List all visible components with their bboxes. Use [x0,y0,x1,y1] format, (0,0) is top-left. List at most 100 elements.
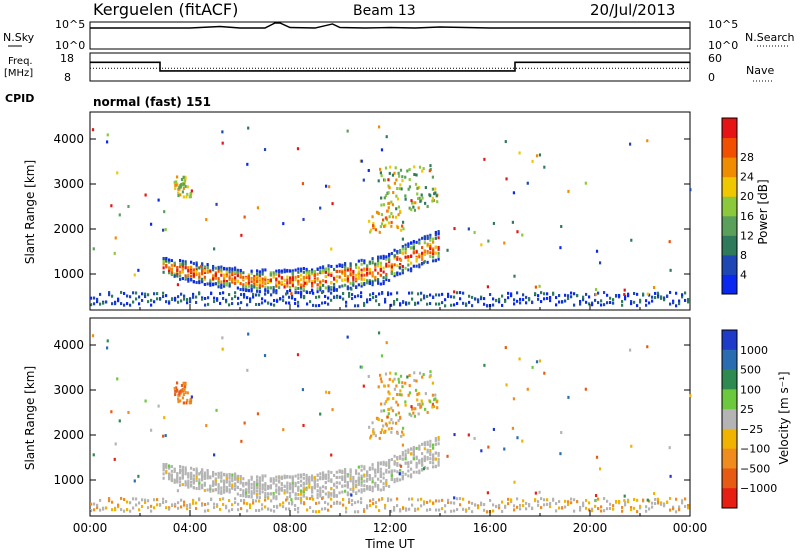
power-cell [302,266,305,270]
velocity-cell [411,503,414,507]
power-cell [393,263,396,267]
velocity-cell [450,501,453,505]
power-cell [162,257,165,261]
power-cell [302,281,305,285]
velocity-cell [407,450,410,454]
velocity-cell [212,470,215,474]
power-cell [393,299,396,303]
power-cell [564,299,567,303]
velocity-cell [397,377,400,381]
velocity-cell [311,478,314,482]
velocity-cell [179,477,182,481]
velocity-cell [410,473,413,477]
velocity-cell [231,508,234,512]
power-cell [411,201,414,205]
velocity-cell [195,479,198,483]
power-cell [209,269,212,273]
power-cell [346,279,349,283]
velocity-cell [180,505,183,509]
power-cell [435,302,438,306]
velocity-cell [213,453,216,457]
velocity-cell [272,494,275,498]
velocity-cell [432,443,435,447]
power-cell [407,187,410,191]
velocity-cell [414,388,418,392]
velocity-cell [429,508,432,512]
velocity-cell [399,478,402,482]
power-cell [219,301,222,305]
velocity-cell [220,491,223,495]
velocity-cell [341,476,344,480]
power-cell [429,233,432,237]
power-colorbar-frame [721,117,738,295]
power-cell [117,297,120,301]
power-cell [444,304,447,308]
power-cell [543,165,546,169]
velocity-cell [252,498,255,502]
velocity-cell [573,498,576,502]
velocity-cell [418,444,421,448]
power-cell [367,168,370,172]
x-tick-label: 00:00 [73,521,108,535]
power-cell [375,210,379,214]
power-cell [477,300,480,304]
power-cell [190,269,193,273]
power-cell [360,262,363,266]
velocity-cell [129,501,132,505]
power-cell [291,280,294,284]
power-cell [305,276,308,280]
power-cell [330,273,333,277]
velocity-cell [387,384,390,388]
velocity-cell [341,490,344,494]
velocity-cell [286,487,289,491]
x-tick-label: 12:00 [373,521,408,535]
velocity-cell [264,488,267,492]
power-cell [385,218,389,222]
power-cell [175,180,178,184]
velocity-cell [519,507,522,511]
velocity-cell [368,487,371,491]
power-cell [371,260,374,264]
power-cell [399,183,402,187]
velocity-cell [346,481,349,485]
power-cell [212,277,215,281]
power-cell [147,293,150,297]
velocity-cell [579,505,582,509]
power-cell [237,296,240,300]
power-ytick-label: 4000 [53,132,84,146]
velocity-cell [183,385,186,389]
velocity-cell [333,473,336,477]
power-cell [603,291,606,295]
velocity-cell [377,331,381,335]
velocity-cell [446,454,449,458]
power-cell [423,251,426,255]
velocity-cell [513,508,516,512]
velocity-cell [628,348,632,352]
power-cell [660,296,663,300]
velocity-cell [594,498,597,502]
velocity-cell [133,479,136,483]
velocity-colorbar-swatch [722,488,737,509]
velocity-cell [291,475,294,479]
velocity-cell [474,503,477,507]
velocity-cell [288,501,291,505]
power-cell [341,270,344,274]
velocity-cell [407,448,410,452]
power-cell [511,220,514,224]
velocity-cell [333,494,336,498]
velocity-cell [217,475,220,479]
power-cell [175,183,178,187]
power-cell [324,286,327,290]
power-cell [311,280,314,284]
velocity-cell [648,507,651,511]
power-cell [132,300,135,304]
power-cell [269,279,272,283]
power-cell [200,264,203,268]
velocity-cell [311,490,314,494]
velocity-cell [297,506,300,510]
velocity-cell [275,497,278,501]
power-cell [184,276,187,280]
velocity-cell [387,427,391,431]
velocity-cell [153,506,156,510]
velocity-cell [311,486,314,490]
